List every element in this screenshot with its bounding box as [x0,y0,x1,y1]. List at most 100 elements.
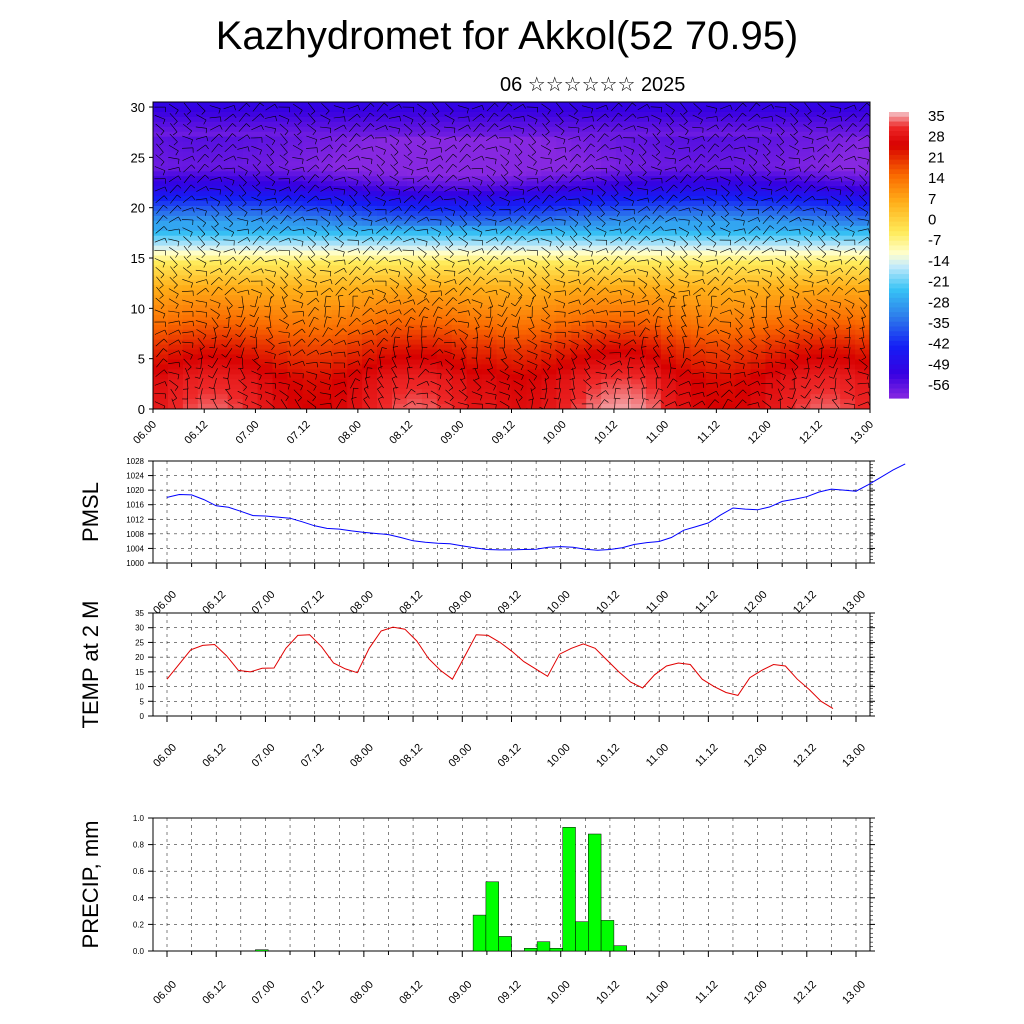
wind-barb-flag [587,233,592,238]
wind-barb [376,235,385,245]
heatmap-cell [451,394,468,400]
heatmap-cell [272,181,289,187]
wind-barb [266,143,275,153]
heatmap-cell [571,364,587,370]
heatmap-cell [347,285,363,291]
heatmap-cell [421,171,438,177]
wind-barb-flag [670,141,675,146]
heatmap-cell [302,399,318,405]
heatmap-cell [272,201,289,207]
heatmap-cell [421,156,438,163]
heatmap-cell [332,324,348,331]
wind-barb-flag [297,284,302,289]
wind-barb-flag [204,174,209,179]
wind-barb-flag [274,128,276,134]
wind-barb [693,164,702,173]
wind-barb-flag [280,306,286,309]
heatmap-cell [526,339,542,346]
wind-barb [457,248,469,253]
wind-barb-flag [288,238,292,244]
wind-barb-flag [605,248,609,254]
heatmap-cell [167,171,184,177]
heatmap-cell [481,102,498,108]
heatmap-cell [227,141,244,148]
wind-barb [156,143,164,153]
heatmap-cell [705,126,722,133]
wind-barb [334,276,344,286]
wind-barb-flag [508,226,513,231]
wind-barbs [154,102,870,409]
wind-barb [706,177,717,181]
wind-barb [693,153,702,163]
heatmap-cell [212,354,229,361]
heatmap-cell [526,399,542,405]
heatmap-cell [511,275,528,281]
heatmap-cell [765,151,781,158]
heatmap-cell [511,250,528,257]
wind-barb [444,279,455,284]
wind-barb-flag [273,215,278,220]
heatmap-cell [511,116,528,123]
heatmap-cell [481,146,498,153]
heatmap-cell [272,270,289,276]
wind-barb [156,215,164,225]
heatmap-cell [227,136,244,143]
heatmap-cell [526,369,542,375]
heatmap-cell [421,374,438,380]
heatmap-cell [526,265,542,271]
wind-barb [733,218,745,221]
heatmap-cell [765,369,781,375]
heatmap-cell [466,359,483,366]
heatmap-cell [227,309,244,316]
heatmap-cell [840,171,856,177]
heatmap-cell [451,374,468,380]
heatmap-cell [750,230,767,237]
wind-barb-flag [728,180,731,186]
wind-barb [788,157,800,160]
heatmap-cell [347,210,363,217]
heatmap-cell [511,384,528,390]
heatmap-cell [735,186,752,192]
wind-barb [761,277,772,285]
wind-barb [168,238,180,242]
heatmap-cell [406,186,423,192]
heatmap-cell [197,106,214,113]
wind-barb-flag [462,223,467,228]
heatmap-cell [765,205,781,212]
heatmap-cell [392,309,408,316]
wind-barb [830,116,841,119]
heatmap-cell [167,205,184,212]
wind-barb [790,113,799,122]
heatmap-cell [153,349,169,356]
heatmap-cell [825,305,841,311]
heatmap-cell [182,171,199,177]
heatmap-cell [332,290,348,296]
heatmap-cell [197,300,214,306]
wind-barb-flag [785,238,788,244]
heatmap-cell [855,106,870,113]
heatmap-cell [720,349,737,356]
heatmap-cell [795,339,811,346]
wind-barb-flag [206,279,209,285]
heatmap-cell [631,379,647,385]
heatmap-cell [645,379,662,385]
heatmap-cell [287,384,303,390]
wind-barb [680,245,688,255]
wind-barb [224,144,234,153]
heatmap-cell [825,181,841,187]
wind-barb-flag [589,201,593,207]
wind-barb [485,237,496,244]
heatmap-cell [690,225,707,232]
wind-barb [471,176,483,181]
wind-barb [776,195,785,204]
wind-barb-flag [521,215,527,220]
wind-barb [749,235,757,245]
heatmap-cell [780,319,796,326]
heatmap-cell [466,295,483,301]
wind-barb [610,174,619,183]
wind-barb-flag [232,144,237,149]
heatmap-cell [347,225,363,232]
heatmap-cell [242,329,259,336]
heatmap-cell [526,121,542,128]
wind-barb-flag [178,216,182,222]
